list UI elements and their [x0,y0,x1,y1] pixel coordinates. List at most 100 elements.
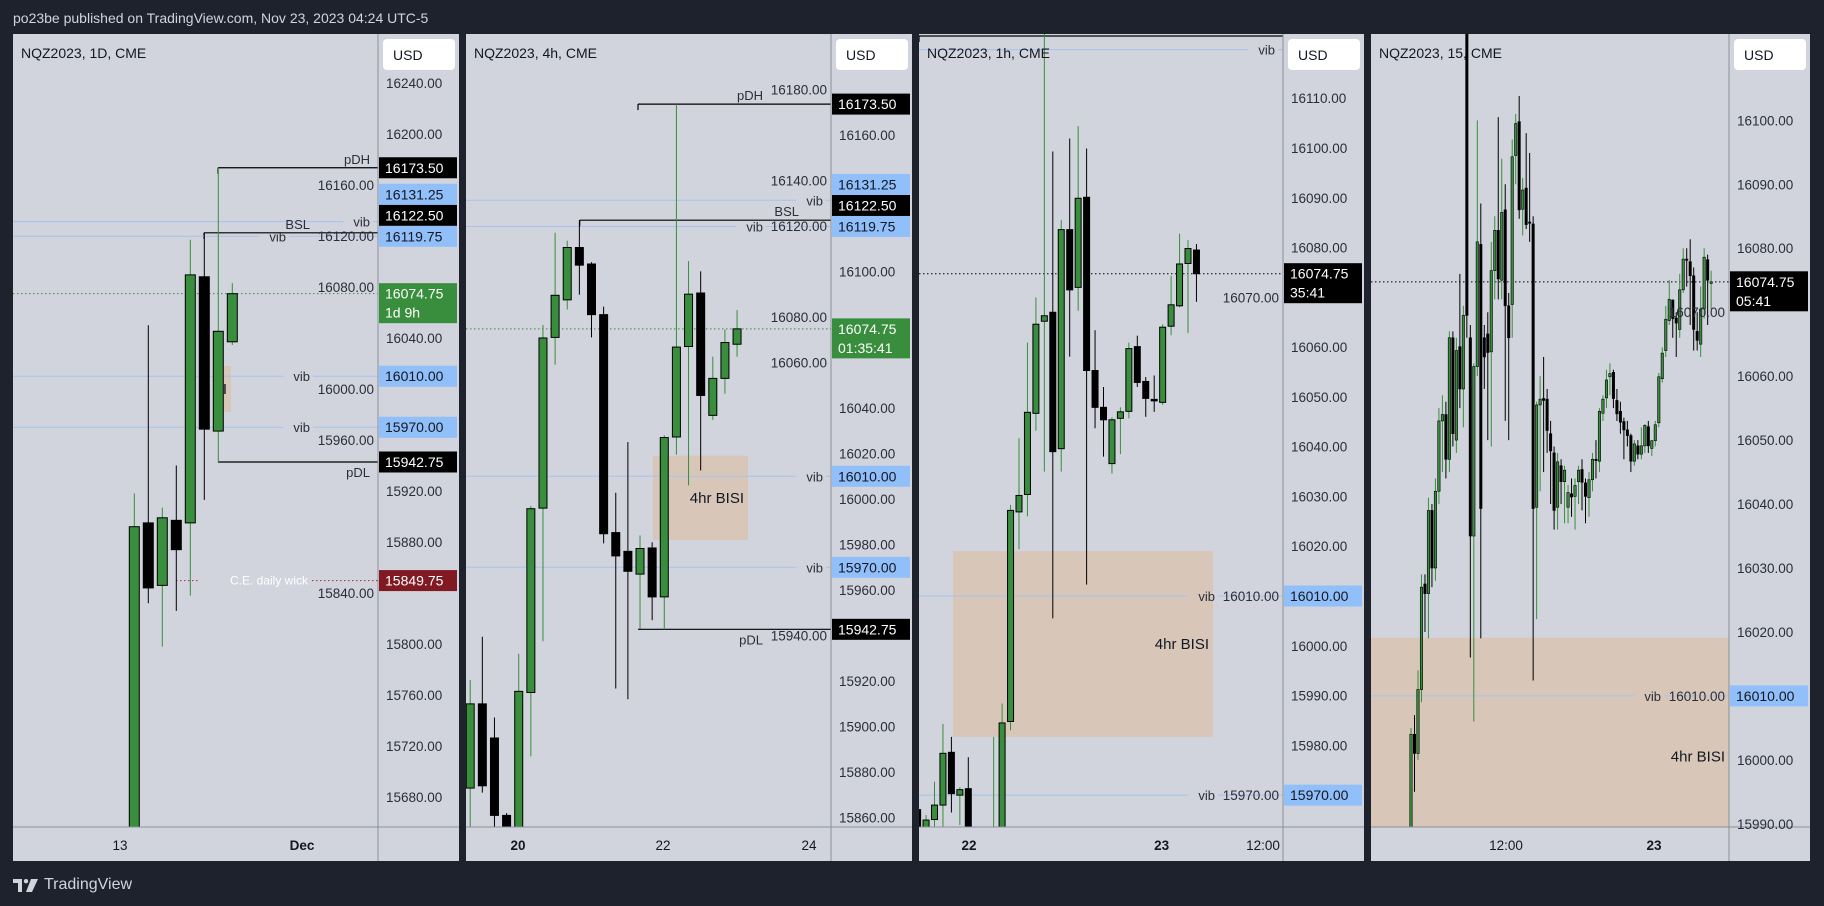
candle-up[interactable] [1608,363,1612,396]
candle-down[interactable] [647,542,657,621]
candle-up[interactable] [1440,395,1444,473]
candle-down[interactable] [1622,417,1626,460]
candle-down[interactable] [599,306,609,544]
price-axis[interactable]: 15680.00 15720.00 15760.00 15800.00 15840.00… [318,76,443,805]
candle-down[interactable] [1133,335,1141,387]
level-pdl[interactable]: pDL [638,628,831,647]
candle-up[interactable] [1709,270,1713,309]
candle-up[interactable] [212,167,224,462]
candle-down[interactable] [1150,375,1158,412]
candle-up[interactable] [1660,347,1664,383]
candle-down[interactable] [1615,388,1619,421]
candle-up[interactable] [1577,465,1581,505]
candle-down[interactable] [974,855,980,906]
plot-area[interactable]: 4hr BISI pDH vib BSL vib vib vib pDL [466,88,831,906]
candle-down[interactable] [1091,330,1099,429]
currency-button[interactable]: USD [836,39,908,70]
candle-up[interactable] [514,653,524,886]
candle-up[interactable] [991,736,997,895]
bisi-zones[interactable]: 4hr BISI [953,551,1213,737]
candle-down[interactable] [1100,386,1107,457]
candle-up[interactable] [184,239,196,596]
time-axis[interactable]: 12:00 23 [1489,838,1662,853]
candle-up[interactable] [1493,216,1497,300]
candle-down[interactable] [142,325,154,604]
candles[interactable] [466,104,742,906]
candle-down[interactable] [1545,388,1549,453]
candle-up[interactable] [1643,424,1647,453]
candle-up[interactable] [1125,342,1133,419]
candle-up[interactable] [1601,395,1605,421]
plot-area[interactable]: 4hr BISI vib vib vib [915,0,1283,906]
candle-up[interactable] [1639,427,1643,460]
price-axis[interactable]: 15990.00 16000.00 16010.00 16020.00 16030.00… [1669,113,1794,831]
candle-up[interactable] [1489,241,1493,447]
candle-down[interactable] [502,813,512,906]
candle-up[interactable] [956,787,964,826]
candle-up[interactable] [1159,324,1167,405]
candle-up[interactable] [1510,139,1514,338]
candle-down[interactable] [1412,715,1416,792]
level-ce[interactable]: C.E. daily wick [176,574,378,588]
currency-button[interactable]: USD [1734,39,1806,70]
candle-up[interactable] [562,240,572,310]
candle-down[interactable] [611,492,621,689]
candle-down[interactable] [1531,216,1535,681]
candle-down[interactable] [1444,401,1448,479]
candle-down[interactable] [1549,420,1553,505]
candle-down[interactable] [1486,312,1490,441]
bisi-zone[interactable]: 4hr BISI [1371,637,1729,875]
candle-up[interactable] [1116,407,1124,455]
candle-down[interactable] [1580,459,1584,511]
currency-button[interactable]: USD [383,39,455,70]
candle-up[interactable] [1681,248,1685,294]
candle-up[interactable] [526,505,536,757]
candle-up[interactable] [1500,158,1504,300]
candle-up[interactable] [1590,452,1594,492]
candle-down[interactable] [1688,239,1692,325]
candle-down[interactable] [1625,420,1629,447]
candle-down[interactable] [964,757,972,894]
candle-down[interactable] [1142,376,1150,417]
candle-up[interactable] [939,723,947,835]
level-vib[interactable]: vib [919,589,1283,604]
level-vib[interactable]: vib [919,788,1283,803]
candle-up[interactable] [1015,438,1023,550]
bisi-zones[interactable]: 4hr BISI [1371,637,1729,875]
candle-down[interactable] [1584,478,1588,524]
candle-down[interactable] [1570,478,1574,517]
candles[interactable] [1409,0,1713,901]
candle-down[interactable] [915,805,922,895]
candle-up[interactable] [1454,337,1458,453]
candle-down[interactable] [1503,184,1507,421]
candle-up[interactable] [671,104,681,455]
candle-up[interactable] [1535,401,1539,620]
price-axis[interactable]: 15860.00 15880.00 15900.00 15920.00 15940.00… [771,82,896,825]
candle-up[interactable] [1587,472,1591,517]
level-bsl[interactable] [919,35,1283,42]
candle-down[interactable] [198,232,210,500]
candle-up[interactable] [1597,408,1601,473]
candle-up[interactable] [1167,275,1175,336]
candle-up[interactable] [1514,113,1518,185]
candle-down[interactable] [1542,356,1546,473]
candle-down[interactable] [1423,574,1427,632]
candle-down[interactable] [1671,299,1675,338]
level-vib[interactable]: vib [1371,689,1729,704]
candles[interactable] [915,0,1200,906]
level-vib[interactable]: vib [13,215,378,230]
level-vib[interactable]: vib [919,43,1283,58]
plot-area[interactable]: 4hr BISIpDHvibBSLvibvibvibpDLC.E. daily … [13,152,378,906]
chart-panel-15m[interactable]: 4hr BISI vib 15990.00 16000.00 16010.00 16020… [1371,0,1810,901]
candle-up[interactable] [1419,574,1423,703]
candle-up[interactable] [1604,369,1608,409]
candle-down[interactable] [1517,96,1521,219]
candle-up[interactable] [1032,297,1040,431]
bisi-zone[interactable]: 4hr BISI [953,551,1213,737]
candle-down[interactable] [1685,248,1689,287]
candle-up[interactable] [1040,0,1048,472]
candle-up[interactable] [1556,452,1560,530]
candle-up[interactable] [1437,408,1441,505]
candle-down[interactable] [1468,324,1472,658]
candle-down[interactable] [1611,369,1615,409]
